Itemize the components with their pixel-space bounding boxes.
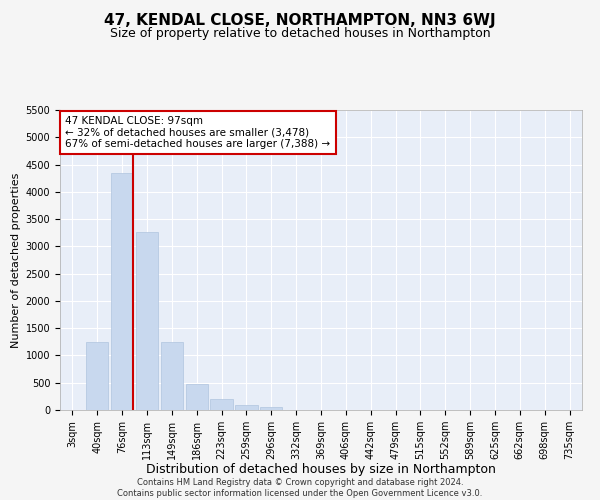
Bar — [235, 405, 257, 410]
X-axis label: Distribution of detached houses by size in Northampton: Distribution of detached houses by size … — [146, 464, 496, 476]
Bar — [161, 342, 183, 410]
Text: Size of property relative to detached houses in Northampton: Size of property relative to detached ho… — [110, 28, 490, 40]
Text: 47 KENDAL CLOSE: 97sqm
← 32% of detached houses are smaller (3,478)
67% of semi-: 47 KENDAL CLOSE: 97sqm ← 32% of detached… — [65, 116, 331, 149]
Bar — [185, 384, 208, 410]
Bar — [136, 232, 158, 410]
Bar — [111, 172, 133, 410]
Text: 47, KENDAL CLOSE, NORTHAMPTON, NN3 6WJ: 47, KENDAL CLOSE, NORTHAMPTON, NN3 6WJ — [104, 12, 496, 28]
Bar — [260, 406, 283, 410]
Y-axis label: Number of detached properties: Number of detached properties — [11, 172, 22, 348]
Text: Contains HM Land Registry data © Crown copyright and database right 2024.
Contai: Contains HM Land Registry data © Crown c… — [118, 478, 482, 498]
Bar — [211, 399, 233, 410]
Bar — [86, 342, 109, 410]
